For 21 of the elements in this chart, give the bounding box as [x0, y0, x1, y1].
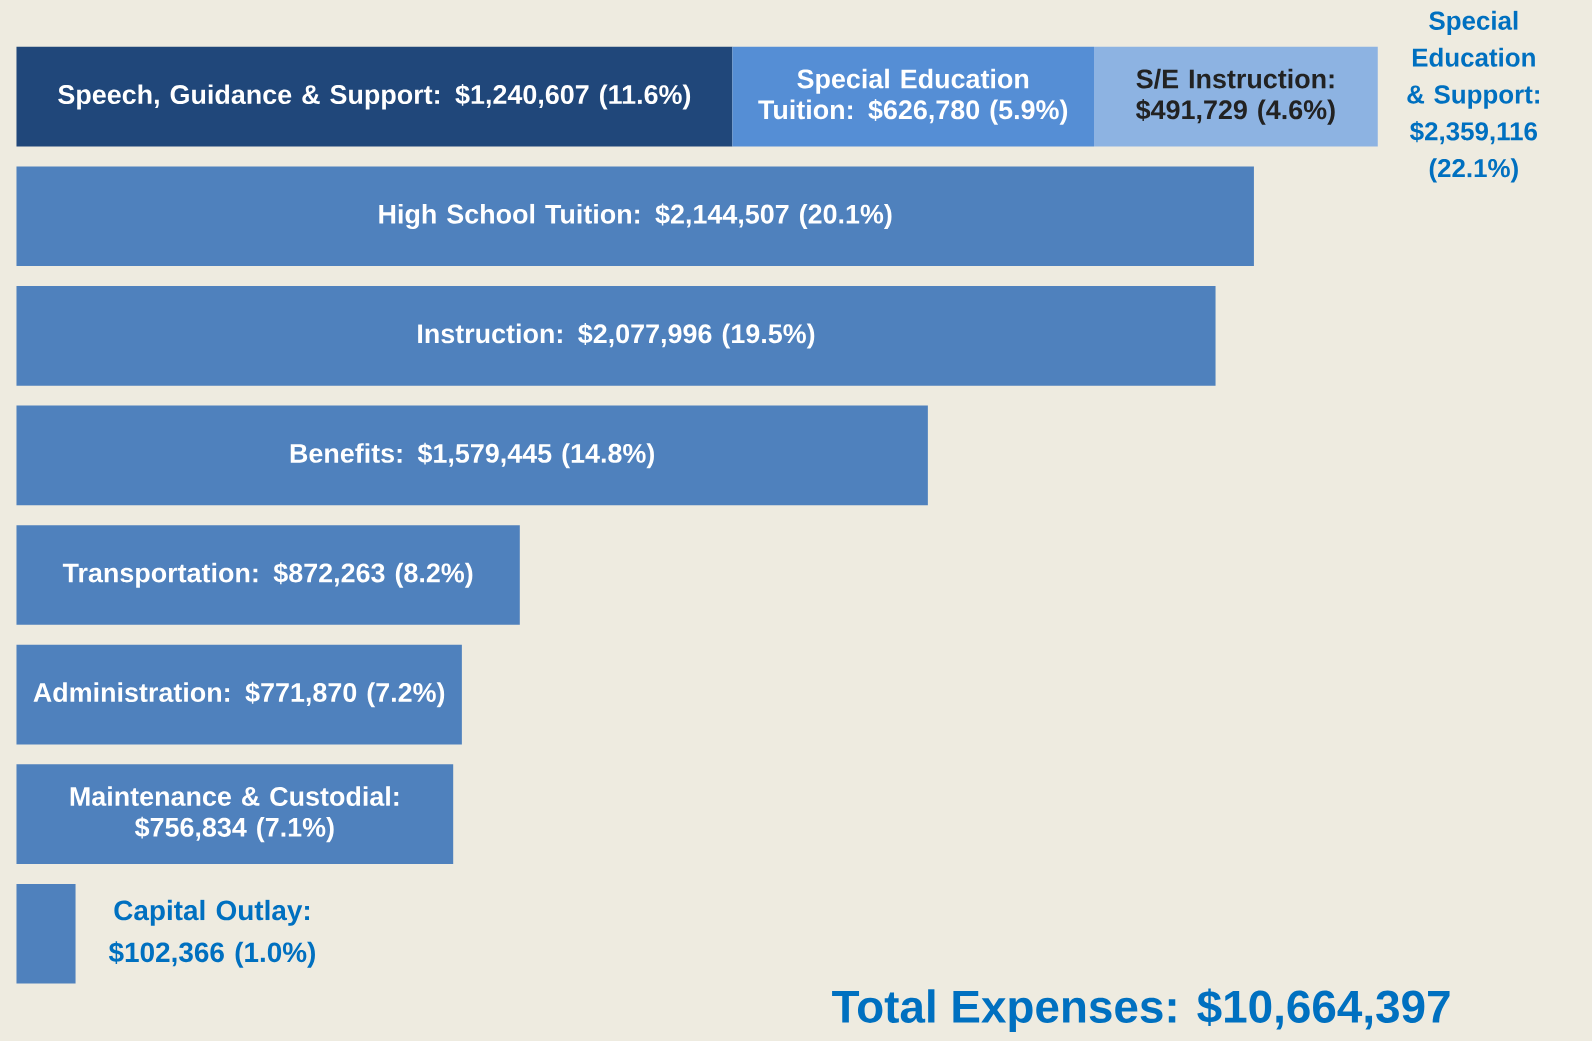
bar	[16, 644, 462, 745]
bar	[1094, 46, 1378, 147]
bar	[16, 46, 733, 147]
bar	[16, 166, 1254, 266]
data-label: High School Tuition: $2,144,507 (20.1%)	[379, 203, 892, 229]
annotation: Total Expenses: $10,664,397	[832, 988, 1450, 1032]
bar	[16, 764, 454, 864]
bar	[16, 405, 928, 506]
data-label: Speech, Guidance & Support: $1,240,607 (11.6%)	[58, 83, 691, 110]
bar	[16, 883, 76, 984]
total-label: Special Education & Support: $2,359,116 (22.1%)	[1407, 10, 1539, 183]
data-label: Administration: $771,870 (7.2%)	[33, 681, 445, 708]
data-label: Benefits: $1,579,445 (14.8%)	[290, 442, 654, 469]
data-label: Transportation: $872,263 (8.2%)	[62, 562, 473, 588]
data-label: Maintenance & Custodial: $756,834 (7.1%)	[70, 786, 399, 842]
data-label: Instruction: $2,077,996 (19.5%)	[418, 322, 815, 349]
data-label: S/E Instruction: $491,729 (4.6%)	[1136, 68, 1335, 125]
data-label: Capital Outlay: $102,366 (1.0%)	[108, 899, 315, 968]
bar	[16, 525, 520, 625]
bar	[16, 285, 1216, 386]
data-label: Special Education Tuition: $626,780 (5.9%)	[758, 68, 1068, 125]
